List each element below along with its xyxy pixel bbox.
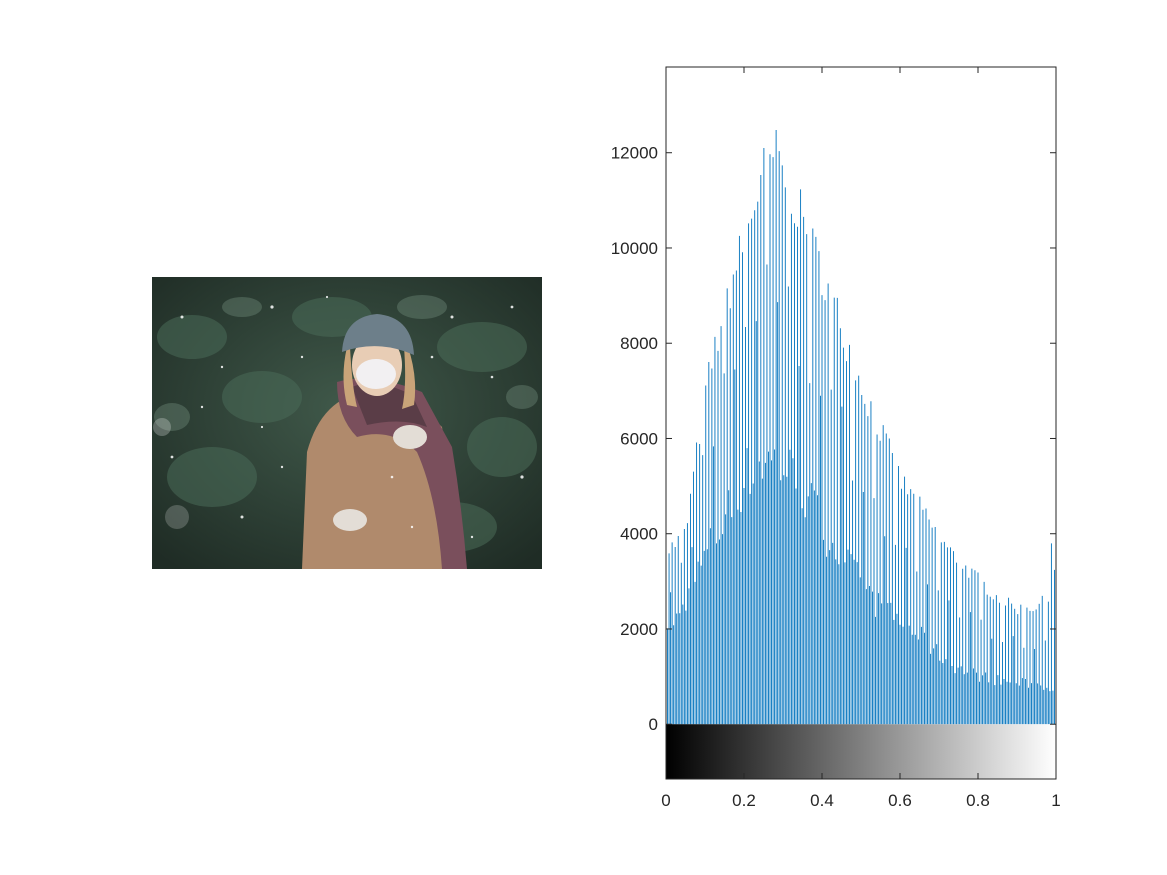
y-tick-label: 8000 [620, 334, 658, 353]
x-tick-label: 0.4 [810, 791, 834, 810]
axes-box [665, 66, 1057, 780]
x-tick-label: 0.8 [966, 791, 990, 810]
x-tick-label: 0.2 [732, 791, 756, 810]
x-axis-ticks: 0 0.2 0.4 0.6 0.8 1 [661, 67, 1061, 810]
histogram-bars [665, 130, 1057, 725]
y-tick-label: 0 [649, 715, 658, 734]
x-tick-label: 1 [1051, 791, 1060, 810]
y-tick-label: 10000 [611, 239, 658, 258]
grayscale-colorbar [666, 724, 1056, 779]
y-tick-label: 4000 [620, 525, 658, 544]
y-axis-ticks: 0 2000 4000 6000 8000 10000 12000 [611, 144, 1056, 734]
x-tick-label: 0 [661, 791, 670, 810]
photo-illustration [152, 277, 542, 569]
x-tick-label: 0.6 [888, 791, 912, 810]
woman-in-snow-photo [152, 277, 542, 569]
y-tick-label: 2000 [620, 620, 658, 639]
y-tick-label: 12000 [611, 144, 658, 163]
y-tick-label: 6000 [620, 429, 658, 448]
